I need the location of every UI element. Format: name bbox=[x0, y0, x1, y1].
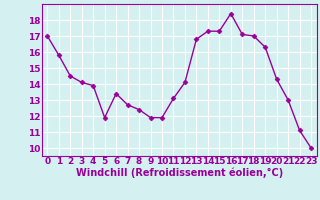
X-axis label: Windchill (Refroidissement éolien,°C): Windchill (Refroidissement éolien,°C) bbox=[76, 168, 283, 178]
